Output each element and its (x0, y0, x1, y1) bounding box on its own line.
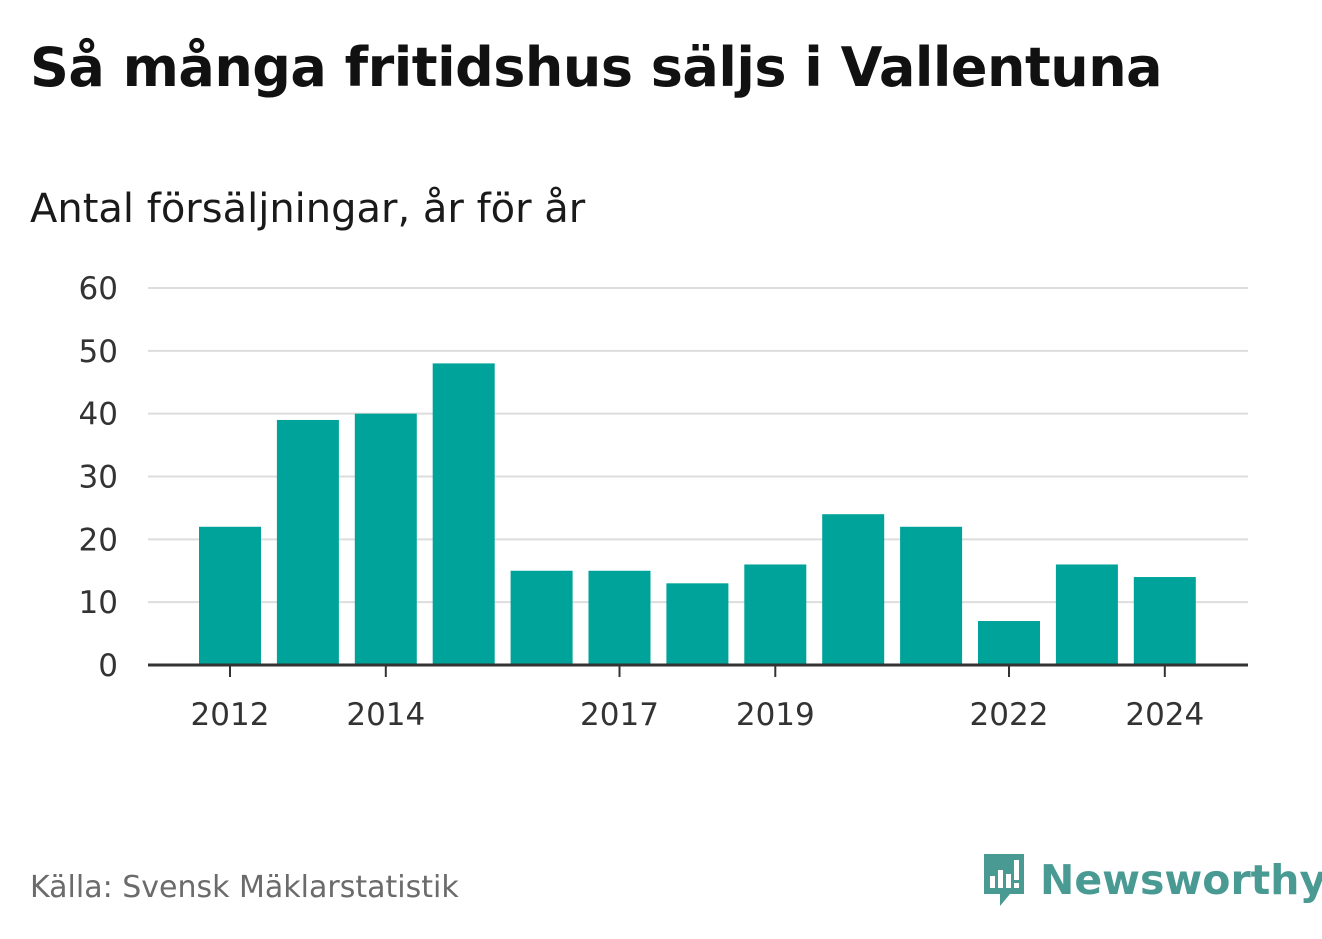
x-tick-label: 2024 (1125, 697, 1204, 733)
bar-2020 (822, 514, 885, 665)
bar-2017 (588, 570, 651, 665)
newsworthy-chart-bubble-icon (984, 854, 1024, 906)
bar-2022 (978, 621, 1040, 665)
y-axis-ticks: 0 10 20 30 40 50 60 (79, 271, 118, 684)
y-tick-label: 50 (79, 334, 118, 370)
bar-2021 (900, 526, 963, 665)
bar-2024 (1133, 577, 1196, 665)
y-tick-label: 60 (79, 271, 118, 307)
x-tick-label: 2012 (191, 697, 270, 733)
brand-name: Newsworthy (1040, 856, 1322, 904)
bar-2012 (199, 526, 261, 665)
bar-2014 (354, 413, 417, 665)
bar-2015 (432, 363, 495, 665)
y-tick-label: 0 (98, 648, 118, 684)
bar-2013 (276, 419, 339, 665)
bar-2023 (1055, 564, 1118, 665)
y-tick-label: 40 (79, 397, 118, 433)
y-tick-label: 10 (79, 585, 118, 621)
x-tick-label: 2022 (970, 697, 1049, 733)
chart-subtitle: Antal försäljningar, år för år (30, 186, 586, 232)
bar-2019 (744, 564, 807, 665)
bar-2018 (666, 583, 729, 665)
y-tick-label: 30 (79, 460, 118, 496)
bars (199, 363, 1196, 665)
x-axis: 2012 2014 2017 2019 2022 2024 (148, 663, 1248, 733)
chart-title: Så många fritidshus säljs i Vallentuna (30, 36, 1163, 99)
bar-2016 (510, 570, 573, 665)
source-note: Källa: Svensk Mäklarstatistik (30, 870, 459, 905)
newsworthy-logo: Newsworthy (980, 850, 1322, 910)
x-tick-label: 2014 (346, 697, 425, 733)
y-tick-label: 20 (79, 522, 118, 558)
x-tick-label: 2019 (736, 697, 815, 733)
x-tick-label: 2017 (580, 697, 659, 733)
